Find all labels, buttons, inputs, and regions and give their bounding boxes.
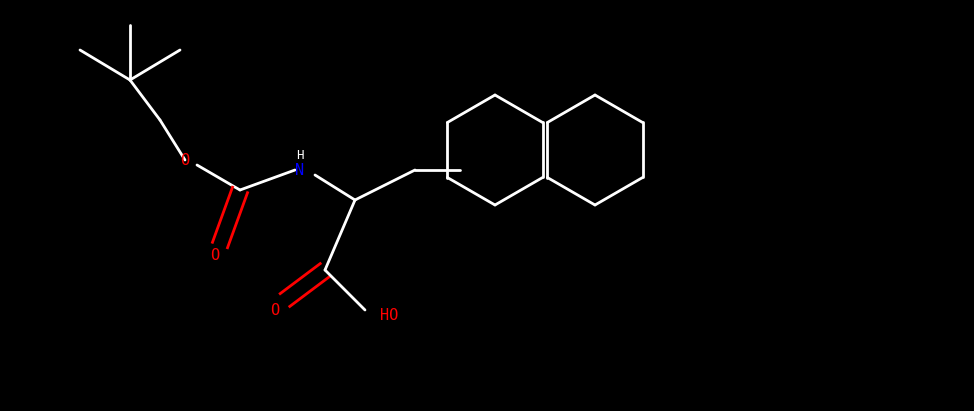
Text: O: O xyxy=(271,302,280,318)
Text: O: O xyxy=(210,247,219,263)
Text: H: H xyxy=(296,148,304,162)
Text: HO: HO xyxy=(380,307,398,323)
Text: N: N xyxy=(295,162,305,178)
Text: O: O xyxy=(180,152,190,168)
